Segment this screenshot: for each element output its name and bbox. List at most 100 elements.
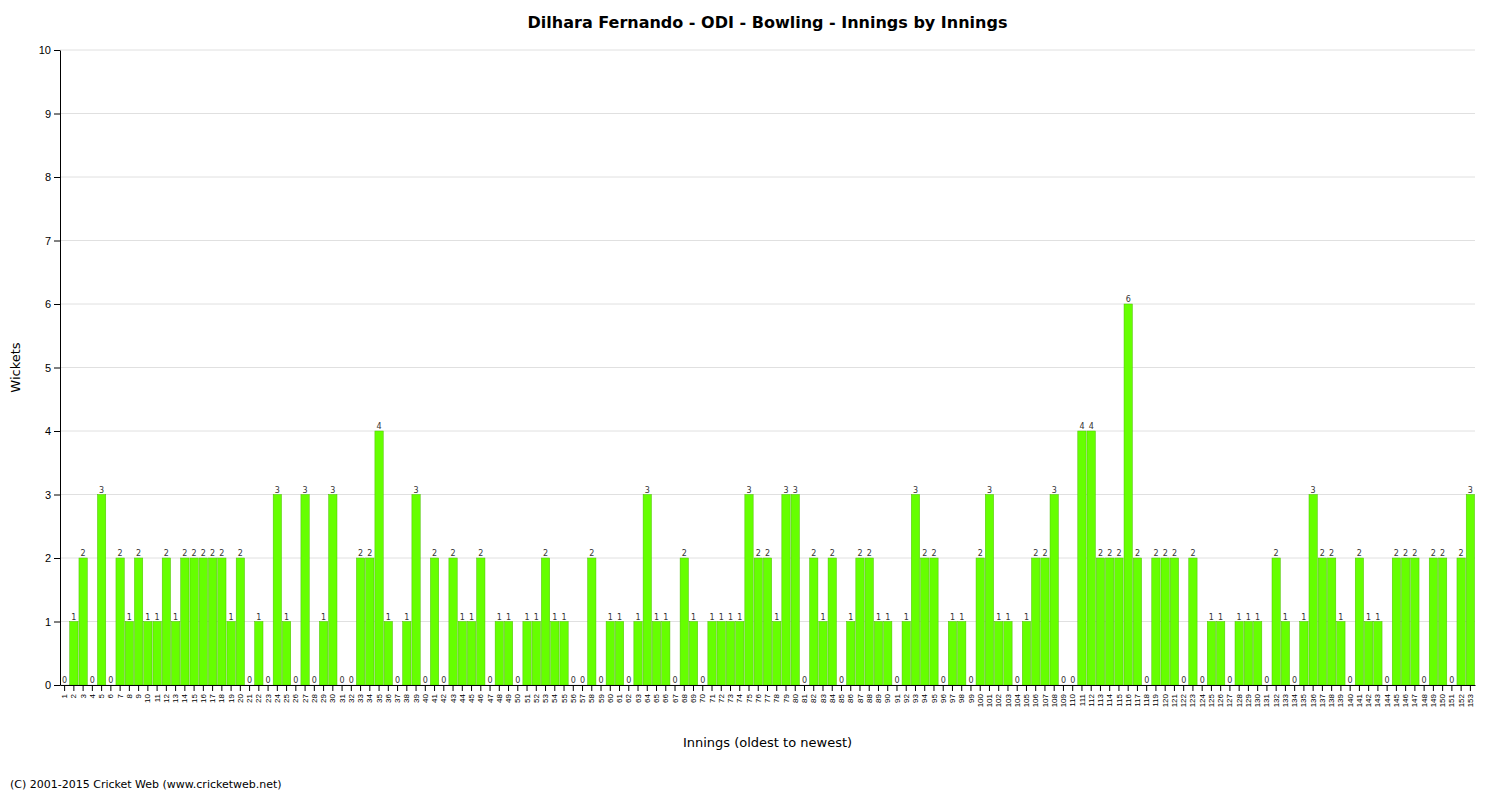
data-label: 2 [931,549,936,558]
tick: 54 [550,685,559,703]
data-label: 0 [293,676,298,685]
tick: 27 [301,685,310,703]
tick-mark [721,685,722,691]
data-label: 2 [1172,549,1177,558]
bar [708,622,716,686]
bar [375,431,383,685]
tick: 131 [1262,685,1271,707]
tick-label: 20 [236,693,245,702]
data-label: 1 [1255,613,1260,622]
data-label: 1 [321,613,326,622]
data-label: 0 [1348,676,1353,685]
tick-mark [1183,685,1184,691]
tick-label: 31 [338,693,347,702]
data-label: 1 [524,613,529,622]
tick: 28 [310,685,319,703]
tick: 34 [365,685,374,703]
tick: 65 [652,685,661,703]
tick-mark [952,685,953,691]
tick: 134 [1290,685,1299,707]
tick-label: 68 [680,693,689,702]
tick-label: 2 [45,552,51,564]
data-label: 2 [543,549,548,558]
tick-mark [933,685,934,691]
tick-mark [1174,685,1175,691]
tick-mark [1155,685,1156,691]
tick-label: 121 [1170,693,1179,707]
tick-mark [416,685,417,691]
data-label: 2 [1357,549,1362,558]
data-label: 2 [830,549,835,558]
tick-label: 96 [939,693,948,702]
tick-label: 3 [79,693,88,698]
data-label: 0 [598,676,603,685]
tick-label: 137 [1318,693,1327,707]
tick-mark [758,685,759,691]
bar [1161,558,1169,685]
tick: 62 [624,685,633,703]
tick-mark [656,685,657,691]
tick: 8 [45,171,60,183]
data-label: 1 [1246,613,1251,622]
tick-label: 102 [994,693,1003,707]
tick-label: 91 [893,693,902,702]
data-label: 0 [266,676,271,685]
tick: 110 [1068,685,1077,707]
data-label: 1 [904,613,909,622]
bar [218,558,226,685]
tick: 119 [1151,685,1160,707]
bar [726,622,734,686]
data-label: 0 [395,676,400,685]
tick: 17 [208,685,217,703]
tick: 2 [69,685,78,698]
data-label: 2 [358,549,363,558]
bar [199,558,207,685]
tick-mark [517,685,518,691]
bar [1300,622,1308,686]
tick-label: 71 [708,693,717,702]
bar [1466,495,1474,686]
tick-mark [1220,685,1221,691]
bar [273,495,281,686]
data-label: 3 [303,486,308,495]
tick-label: 7 [116,693,125,698]
tick: 32 [347,685,356,703]
bar [615,622,623,686]
tick-label: 118 [1142,693,1151,706]
tick: 2 [45,552,60,564]
tick-mark [1303,685,1304,691]
data-label: 0 [1061,676,1066,685]
data-label: 1 [145,613,150,622]
tick-label: 142 [1364,693,1373,707]
tick: 107 [1041,685,1050,707]
data-label: 0 [108,676,113,685]
tick-label: 59 [597,693,606,702]
tick: 5 [45,362,60,374]
bar [1152,558,1160,685]
data-label: 1 [256,613,261,622]
tick: 79 [782,685,791,703]
bar [532,622,540,686]
tick-mark [1035,685,1036,691]
data-label: 1 [654,613,659,622]
tick-mark [1414,685,1415,691]
tick-label: 39 [412,693,421,702]
tick: 63 [634,685,643,703]
tick-mark [1322,685,1323,691]
data-label: 2 [192,549,197,558]
tick: 88 [865,685,874,703]
tick: 22 [254,685,263,703]
tick-mark [64,685,65,691]
tick-mark [1331,685,1332,691]
tick-mark [1396,685,1397,691]
tick-label: 10 [39,44,51,56]
bar [319,622,327,686]
tick-mark [138,685,139,691]
data-label: 0 [626,676,631,685]
tick: 114 [1105,685,1114,707]
tick-mark [314,685,315,691]
tick: 108 [1050,685,1059,707]
tick-label: 62 [624,693,633,702]
tick-mark [970,685,971,691]
tick-label: 5 [97,693,106,698]
